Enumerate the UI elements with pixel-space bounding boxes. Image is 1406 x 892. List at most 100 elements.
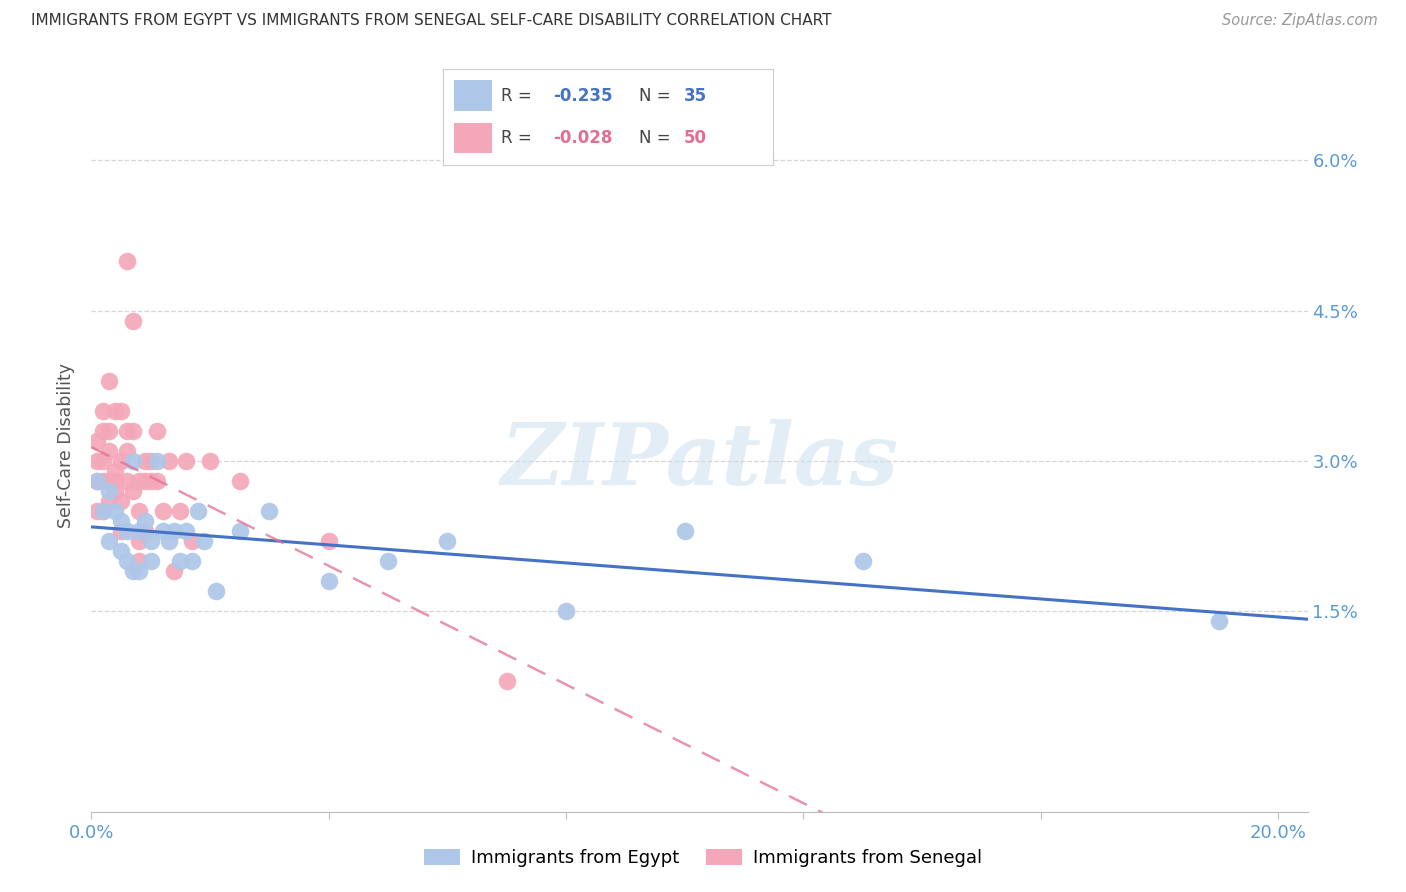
- Point: [193, 534, 215, 549]
- Point: [163, 524, 186, 538]
- Point: [91, 474, 114, 488]
- Point: [98, 374, 121, 388]
- Text: Source: ZipAtlas.com: Source: ZipAtlas.com: [1222, 13, 1378, 29]
- Point: [169, 504, 191, 518]
- Point: [110, 524, 132, 538]
- Point: [122, 424, 145, 438]
- Point: [110, 514, 132, 528]
- Point: [134, 454, 156, 468]
- Point: [1208, 615, 1230, 629]
- Point: [145, 424, 167, 438]
- Point: [205, 584, 228, 599]
- Point: [145, 474, 167, 488]
- Point: [176, 454, 198, 468]
- Point: [86, 474, 108, 488]
- Point: [128, 554, 150, 568]
- Point: [134, 514, 156, 528]
- Point: [169, 554, 191, 568]
- Point: [91, 504, 114, 518]
- Point: [139, 554, 162, 568]
- Point: [318, 574, 340, 589]
- Point: [110, 544, 132, 558]
- Point: [86, 504, 108, 518]
- Point: [228, 474, 250, 488]
- Point: [555, 604, 578, 618]
- Point: [134, 524, 156, 538]
- Point: [115, 424, 138, 438]
- Point: [145, 454, 167, 468]
- Point: [181, 534, 204, 549]
- Text: -0.235: -0.235: [554, 87, 613, 104]
- Point: [98, 474, 121, 488]
- Point: [152, 524, 174, 538]
- Text: 50: 50: [685, 129, 707, 147]
- Bar: [454, 122, 492, 153]
- Point: [104, 474, 127, 488]
- Point: [436, 534, 458, 549]
- Point: [104, 464, 127, 478]
- Point: [91, 504, 114, 518]
- Point: [98, 444, 121, 458]
- Point: [673, 524, 696, 538]
- Text: IMMIGRANTS FROM EGYPT VS IMMIGRANTS FROM SENEGAL SELF-CARE DISABILITY CORRELATIO: IMMIGRANTS FROM EGYPT VS IMMIGRANTS FROM…: [31, 13, 831, 29]
- Point: [98, 534, 121, 549]
- Text: 35: 35: [685, 87, 707, 104]
- Point: [122, 454, 145, 468]
- Point: [128, 534, 150, 549]
- Point: [157, 454, 180, 468]
- Point: [128, 524, 150, 538]
- Point: [157, 534, 180, 549]
- Point: [181, 554, 204, 568]
- Point: [228, 524, 250, 538]
- Point: [259, 504, 281, 518]
- Point: [187, 504, 209, 518]
- Point: [198, 454, 221, 468]
- Point: [104, 504, 127, 518]
- Text: ZIPatlas: ZIPatlas: [501, 419, 898, 502]
- Point: [91, 424, 114, 438]
- Point: [495, 674, 517, 689]
- Point: [318, 534, 340, 549]
- Point: [139, 534, 162, 549]
- Point: [122, 314, 145, 328]
- Point: [163, 564, 186, 578]
- Point: [104, 484, 127, 499]
- Text: R =: R =: [501, 87, 537, 104]
- Point: [852, 554, 875, 568]
- Point: [134, 474, 156, 488]
- Point: [104, 404, 127, 418]
- Point: [115, 524, 138, 538]
- Point: [122, 484, 145, 499]
- Point: [115, 253, 138, 268]
- Point: [91, 454, 114, 468]
- Point: [128, 564, 150, 578]
- Bar: [454, 80, 492, 112]
- Text: R =: R =: [501, 129, 537, 147]
- Legend: Immigrants from Egypt, Immigrants from Senegal: Immigrants from Egypt, Immigrants from S…: [416, 841, 990, 874]
- Point: [115, 444, 138, 458]
- Point: [86, 454, 108, 468]
- Point: [98, 484, 121, 499]
- Point: [128, 474, 150, 488]
- Point: [152, 504, 174, 518]
- Text: -0.028: -0.028: [554, 129, 613, 147]
- Point: [139, 454, 162, 468]
- Point: [176, 524, 198, 538]
- Point: [139, 474, 162, 488]
- Point: [98, 494, 121, 508]
- Point: [98, 424, 121, 438]
- Y-axis label: Self-Care Disability: Self-Care Disability: [58, 364, 76, 528]
- Text: N =: N =: [640, 87, 676, 104]
- Point: [122, 564, 145, 578]
- Point: [91, 404, 114, 418]
- Point: [86, 434, 108, 448]
- Point: [110, 404, 132, 418]
- Text: N =: N =: [640, 129, 676, 147]
- Point: [115, 554, 138, 568]
- Point: [86, 474, 108, 488]
- Point: [115, 474, 138, 488]
- Point: [110, 454, 132, 468]
- Point: [128, 504, 150, 518]
- Point: [110, 494, 132, 508]
- Point: [377, 554, 399, 568]
